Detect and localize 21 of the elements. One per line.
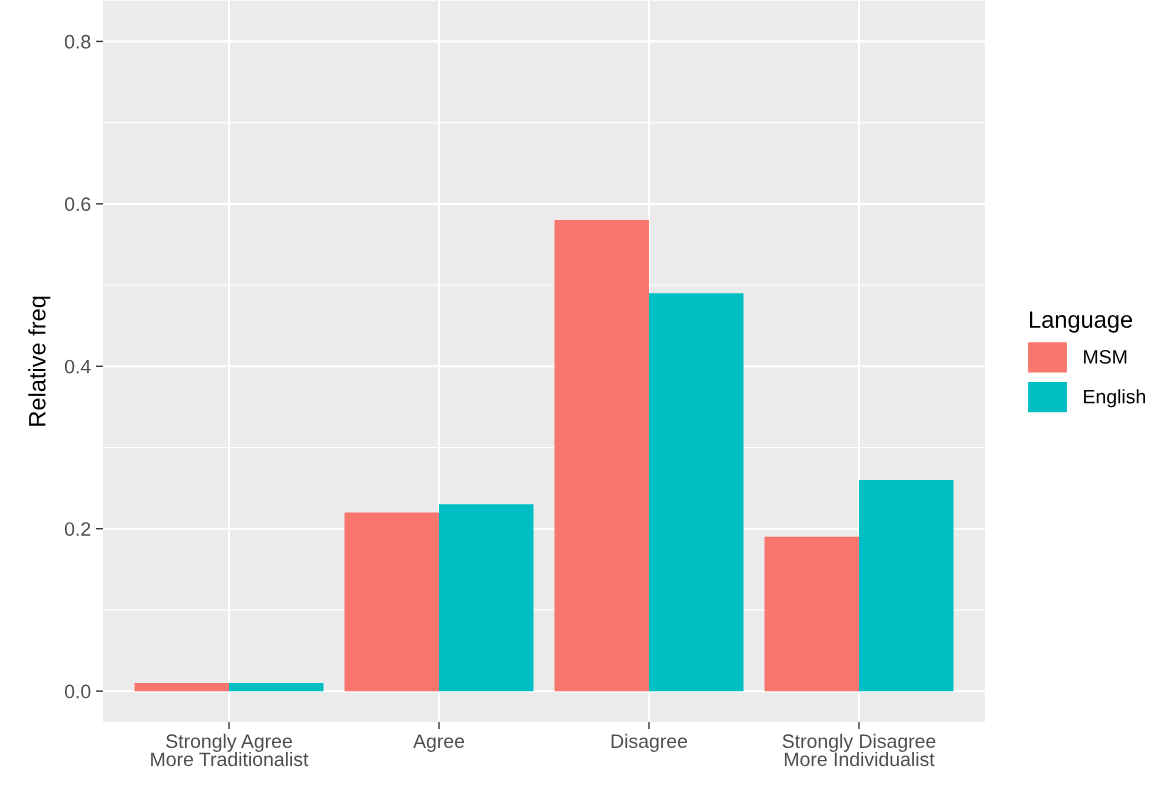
bar (649, 293, 744, 692)
legend-title: Language (1029, 311, 1133, 333)
x-tick-label: Disagree (611, 733, 688, 752)
bar (344, 512, 439, 692)
bar (764, 536, 859, 692)
bar (439, 504, 534, 692)
y-tick-label: 0.4 (64, 359, 91, 374)
y-tick-label: 0.0 (64, 684, 91, 699)
bar (859, 479, 954, 692)
y-tick-label: 0.6 (64, 197, 91, 212)
x-tick-label: Strongly Disagree More Individualist (782, 733, 936, 767)
bar (554, 220, 649, 692)
y-tick-label: 0.2 (64, 522, 91, 536)
y-tick-label: 0.8 (64, 34, 91, 49)
x-tick-label: Agree (413, 734, 465, 752)
x-tick-label: Strongly Agree More Traditionalist (151, 733, 309, 767)
bar (134, 683, 229, 692)
bar (229, 683, 324, 692)
legend-label: MSM (1084, 349, 1127, 364)
y-axis-title: Relative freq (28, 296, 51, 426)
legend-label: English (1084, 389, 1146, 408)
